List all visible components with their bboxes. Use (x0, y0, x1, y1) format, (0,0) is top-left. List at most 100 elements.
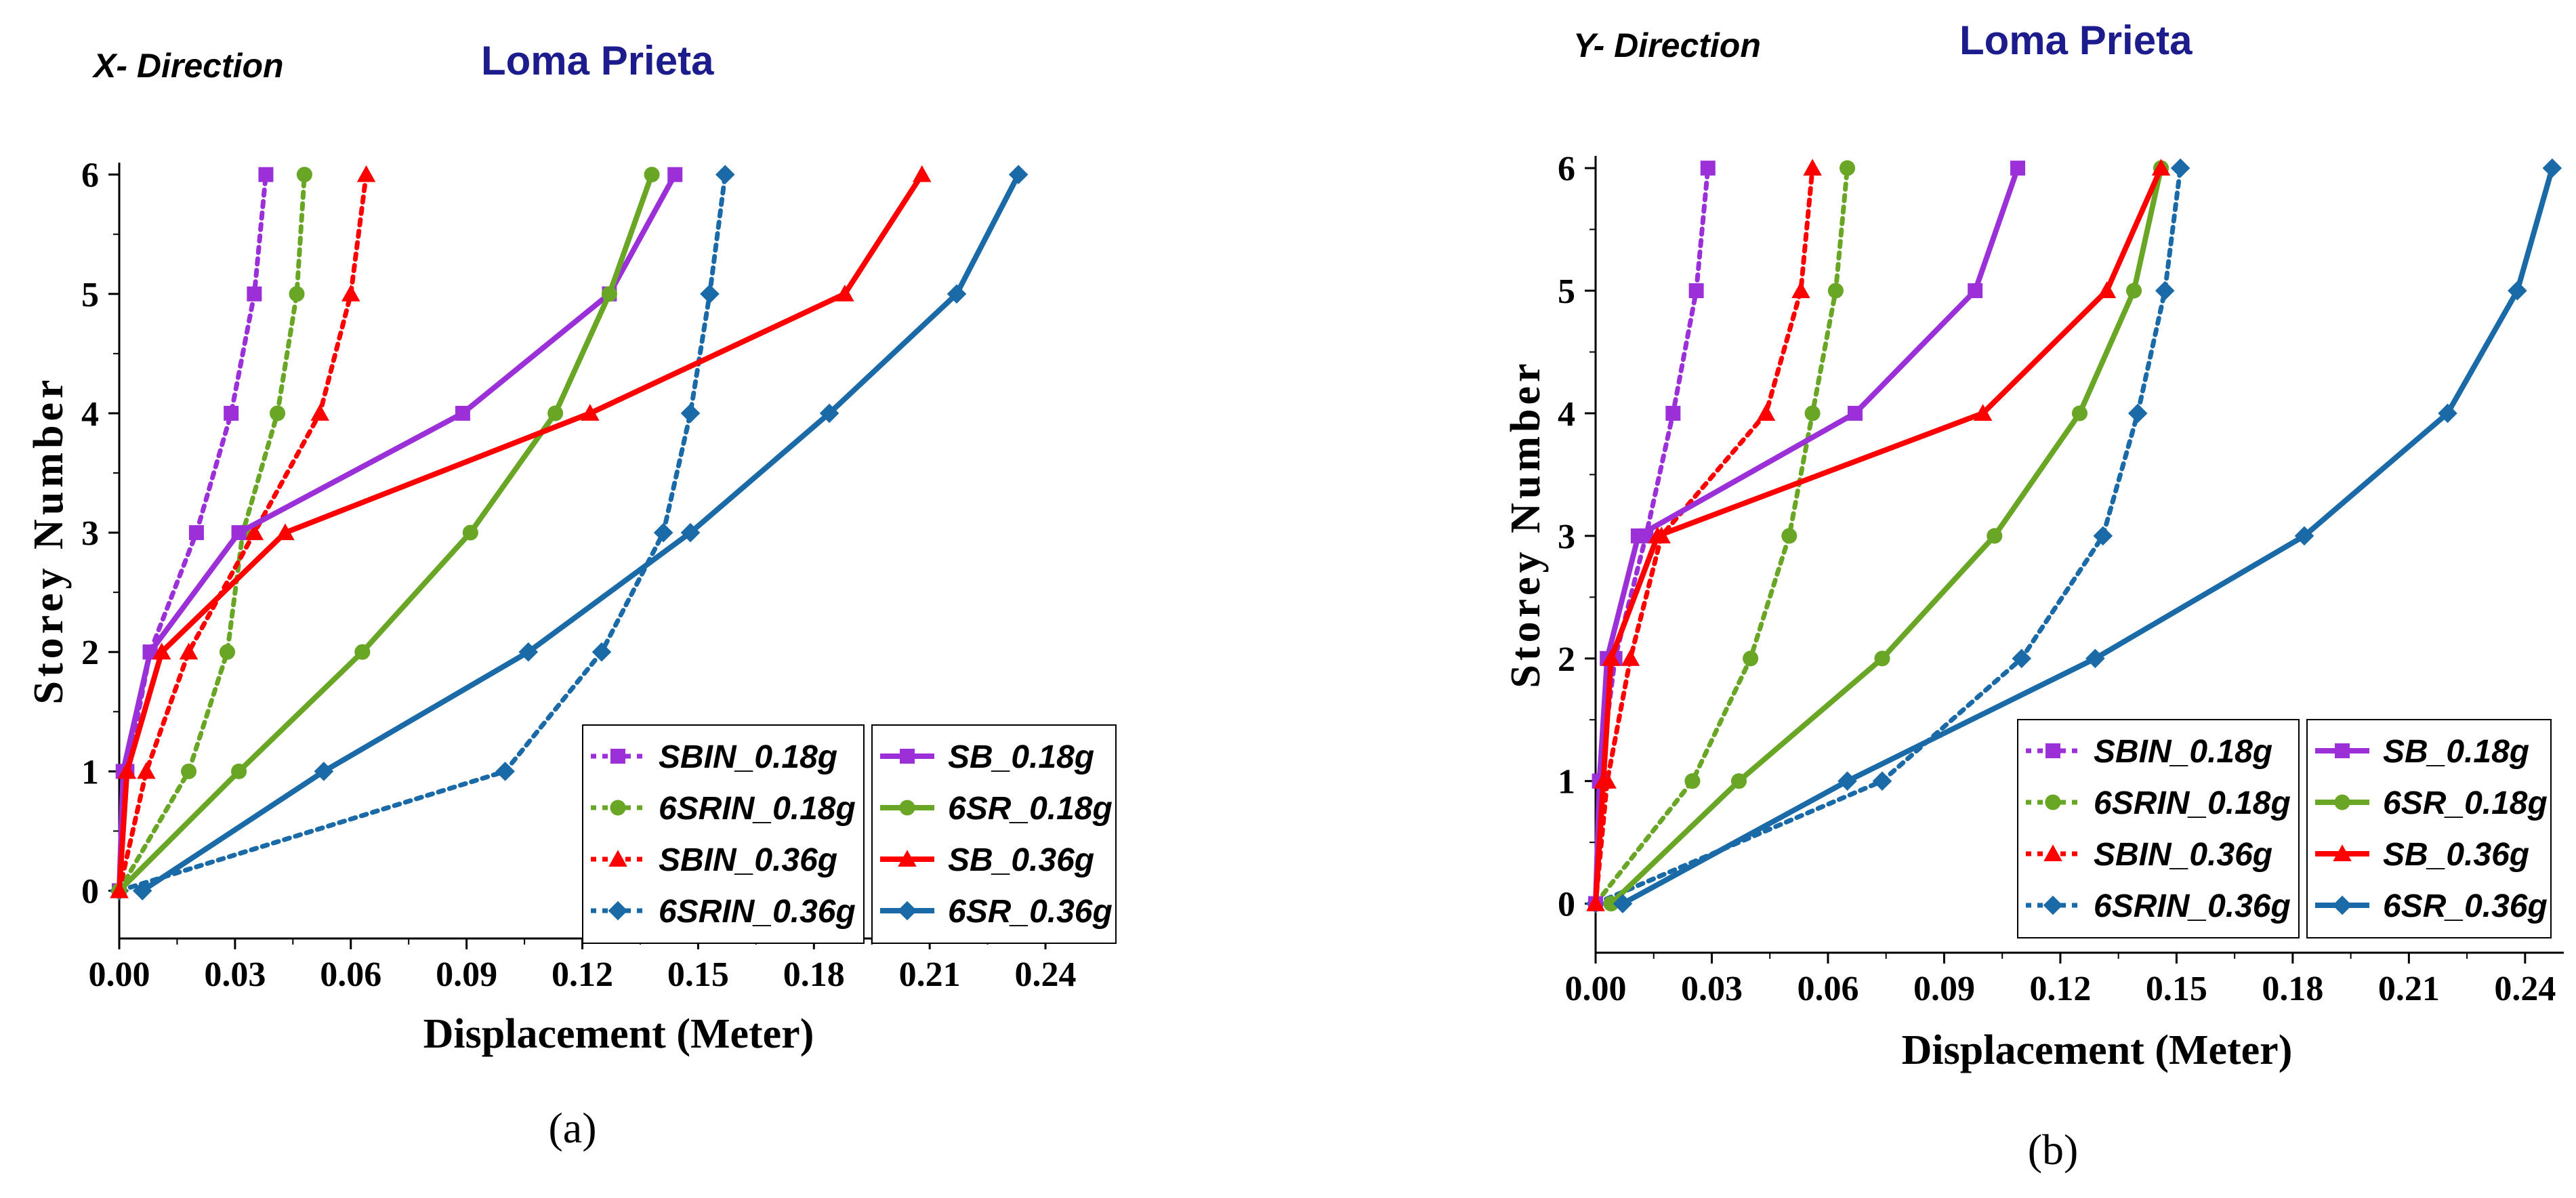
y-tick-label: 0 (81, 873, 99, 911)
data-point (680, 522, 701, 543)
legend-marker (608, 850, 627, 867)
x-tick-label: 0.12 (2029, 970, 2091, 1008)
series-SB_0.36g (110, 165, 932, 898)
data-point (1839, 160, 1856, 176)
x-tick-label: 0.24 (1015, 955, 1077, 994)
data-point (1874, 650, 1890, 667)
y-tick-label: 1 (1558, 763, 1575, 802)
data-point (1684, 773, 1701, 789)
data-point (1847, 405, 1863, 421)
legend-label: SBIN_0.18g (659, 739, 837, 775)
x-tick-label: 0.21 (899, 955, 961, 994)
legend-dashed: SBIN_0.18g 6SRIN_0.18g SBIN_0.36g 6SRIN_0.3… (582, 724, 865, 944)
data-point (314, 762, 334, 781)
data-point (581, 404, 600, 421)
data-point (1781, 528, 1798, 544)
data-point (2097, 281, 2117, 299)
y-tick-label: 4 (1558, 395, 1575, 434)
data-point (913, 165, 932, 182)
legend-label: SB_0.36g (948, 842, 1094, 878)
legend-solid: SB_0.18g 6SR_0.18g SB_0.36g 6SR_0.36g (2306, 719, 2552, 938)
x-tick-label: 0.12 (552, 955, 613, 994)
data-point (715, 165, 735, 184)
data-point (276, 523, 295, 541)
data-point (2170, 158, 2190, 178)
data-point (152, 642, 171, 660)
data-point (601, 286, 617, 302)
data-point (1602, 649, 1621, 666)
data-point (680, 403, 701, 424)
legend-marker (899, 800, 915, 816)
legend-marker (608, 901, 628, 921)
data-point (1827, 283, 1844, 299)
legend-marker (2045, 794, 2061, 810)
data-point (2125, 283, 2142, 299)
legend-label: 6SRIN_0.18g (2094, 785, 2291, 821)
data-point (1603, 896, 1619, 912)
legend-marker (2043, 844, 2062, 861)
direction-label: Y- Direction (1573, 26, 1761, 64)
data-point (2155, 281, 2175, 301)
data-point (117, 762, 137, 779)
data-point (947, 284, 967, 304)
y-tick-label: 1 (81, 753, 99, 791)
data-point (700, 284, 720, 304)
x-tick-label: 0.06 (1797, 970, 1858, 1008)
legend-label: SB_0.36g (2383, 837, 2529, 873)
data-point (1968, 283, 1983, 299)
legend-label: 6SRIN_0.18g (659, 791, 856, 827)
legend-marker (2335, 743, 2350, 758)
data-point (462, 524, 478, 541)
data-point (455, 405, 470, 421)
x-tick-label: 0.18 (783, 955, 845, 994)
x-tick-label: 0.15 (2146, 970, 2207, 1008)
legend-marker (2043, 895, 2063, 915)
data-point (2085, 648, 2105, 669)
data-point (2151, 159, 2171, 176)
x-tick-label: 0.24 (2494, 970, 2556, 1008)
data-point (1688, 283, 1704, 299)
y-tick-label: 3 (81, 514, 99, 553)
data-point (2438, 403, 2457, 424)
chart-title: Loma Prieta (481, 38, 714, 83)
series-6SR_0.18g (1603, 160, 2169, 912)
x-tick-label: 0.09 (436, 955, 497, 994)
panel-a: X- Direction Loma Prieta Storey Number D… (26, 38, 1117, 1152)
data-point (2010, 161, 2026, 176)
x-tick-label: 0.15 (667, 955, 729, 994)
data-point (132, 881, 152, 901)
data-point (1743, 650, 1759, 667)
data-point (231, 763, 247, 779)
y-tick-label: 2 (1558, 640, 1575, 679)
data-point (231, 525, 247, 541)
data-point (2294, 526, 2314, 546)
data-point (1837, 771, 1857, 791)
data-point (188, 525, 204, 541)
data-point (356, 165, 376, 182)
data-point (137, 762, 156, 779)
panel-label: (b) (2028, 1125, 2079, 1174)
legend-marker (2045, 743, 2060, 758)
data-point (591, 642, 612, 662)
data-point (2508, 281, 2527, 301)
data-point (180, 763, 197, 779)
legend-solid: SB_0.18g 6SR_0.18g SB_0.36g 6SR_0.36g (871, 724, 1117, 944)
legend-marker (2334, 794, 2350, 810)
plot-area: 0.00 0.03 0.06 0.09 0.12 0.15 0.18 0.21 0.24 0 1 2 3… (81, 157, 1117, 994)
panel-b: Y- Direction Loma Prieta Storey Number D… (1503, 18, 2564, 1174)
series-6SR_0.36g (132, 165, 1029, 901)
x-tick-label: 0.03 (1681, 970, 1743, 1008)
data-point (142, 644, 158, 660)
data-point (354, 644, 371, 660)
data-point (1586, 894, 1605, 911)
data-point (644, 167, 660, 183)
data-point (179, 642, 199, 660)
data-point (296, 167, 312, 183)
data-point (518, 642, 539, 662)
y-tick-label: 5 (81, 276, 99, 314)
plot-area: 0.00 0.03 0.06 0.09 0.12 0.15 0.18 0.21 0.24 0 1 2 3… (1558, 150, 2564, 1008)
legend-box (582, 724, 865, 944)
legend-label: SB_0.18g (2383, 734, 2529, 770)
data-point (1700, 161, 1716, 176)
